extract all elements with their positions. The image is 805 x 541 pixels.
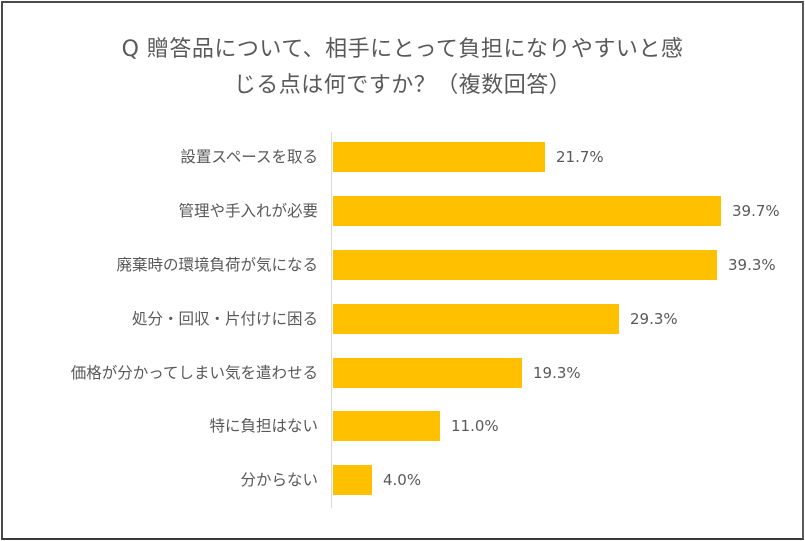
bar-row: 価格が分かってしまい気を遣わせる 19.3% [0,358,805,388]
bar [333,196,721,226]
value-label: 4.0% [383,471,422,489]
bar [333,411,440,441]
bar-row: 設置スペースを取る 21.7% [0,142,805,172]
value-label: 39.7% [732,202,780,220]
category-label: 管理や手入れが必要 [178,202,318,220]
category-label: 分からない [240,471,318,489]
category-label: 特に負担はない [209,417,318,435]
value-label: 21.7% [556,148,604,166]
bar [333,465,372,495]
chart-title-line-2: じる点は何ですか？（複数回答） [233,73,572,98]
category-label: 処分・回収・片付けに困る [131,310,318,328]
value-label: 11.0% [451,417,499,435]
category-label: 設置スペースを取る [180,148,318,166]
bar-row: 処分・回収・片付けに困る 29.3% [0,304,805,334]
category-label: 廃棄時の環境負荷が気になる [116,256,318,274]
bar [333,250,717,280]
category-axis-line [331,132,332,508]
bar-row: 特に負担はない 11.0% [0,411,805,441]
bar-row: 分からない 4.0% [0,465,805,495]
bar-row: 管理や手入れが必要 39.7% [0,196,805,226]
bar [333,304,619,334]
value-label: 39.3% [728,256,776,274]
chart-title-line-1: Q 贈答品について、相手にとって負担になりやすいと感 [121,37,684,62]
bar [333,142,545,172]
category-label: 価格が分かってしまい気を遣わせる [70,364,318,382]
value-label: 19.3% [533,364,581,382]
bar-row: 廃棄時の環境負荷が気になる 39.3% [0,250,805,280]
bar [333,358,522,388]
value-label: 29.3% [630,310,678,328]
